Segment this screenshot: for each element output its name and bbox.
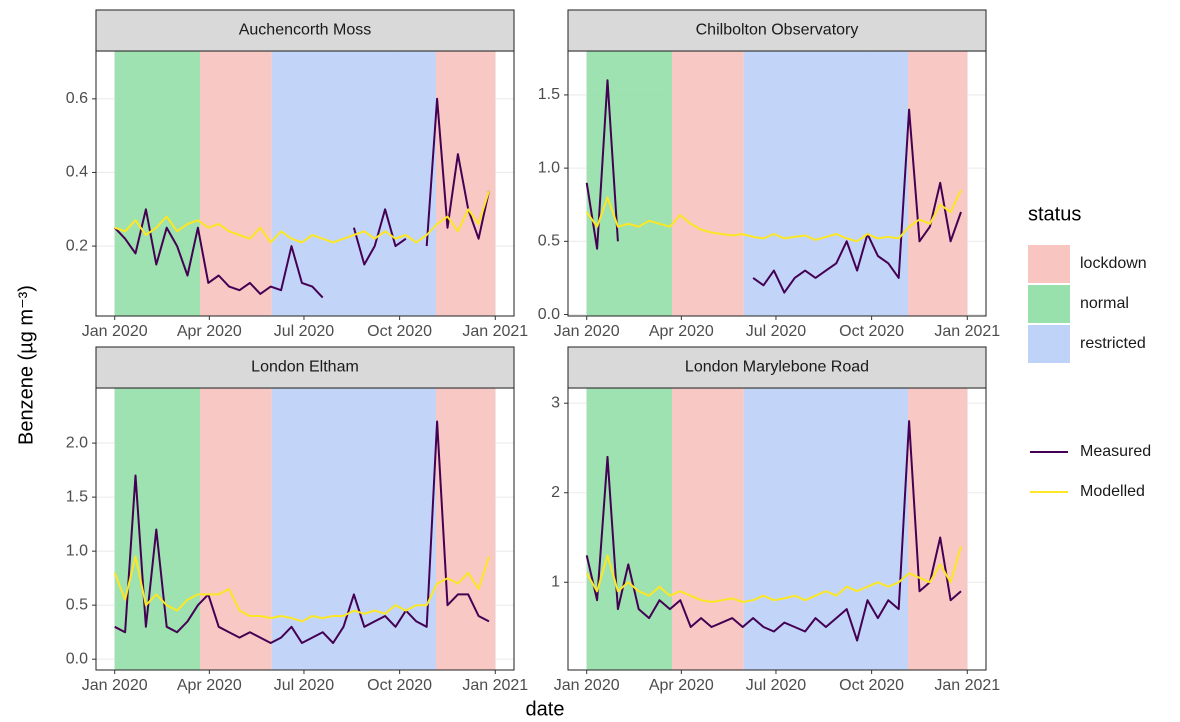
- strip-label: Chilbolton Observatory: [696, 22, 859, 39]
- y-tick-label: 2.0: [66, 434, 88, 451]
- status-band: [586, 51, 672, 316]
- status-band: [199, 388, 272, 670]
- x-tick-label: Oct 2020: [367, 677, 432, 694]
- series-line: [585, 546, 962, 603]
- status-band: [743, 388, 909, 670]
- x-tick-label: Apr 2020: [177, 323, 242, 340]
- status-band: [586, 388, 672, 670]
- status-band: [671, 51, 744, 316]
- legend-label: Measured: [1080, 443, 1151, 460]
- legend-swatch: [1028, 325, 1070, 363]
- x-tick-label: Oct 2020: [839, 677, 904, 694]
- status-band: [671, 388, 744, 670]
- legend-label: normal: [1080, 295, 1129, 312]
- y-tick-label: 0.4: [66, 164, 88, 181]
- strip-label: Auchencorth Moss: [239, 22, 372, 39]
- x-tick-label: Jan 2021: [462, 677, 528, 694]
- status-band: [271, 51, 437, 316]
- x-tick-label: Jul 2020: [274, 677, 335, 694]
- y-axis-label: Benzene (µg m⁻³): [15, 285, 37, 445]
- status-band: [199, 51, 272, 316]
- strip: [95, 9, 515, 52]
- series-line: [585, 79, 962, 294]
- legend-label: restricted: [1080, 335, 1146, 352]
- x-tick-label: Apr 2020: [177, 677, 242, 694]
- y-tick-label: 1: [551, 573, 560, 590]
- strip: [95, 346, 515, 389]
- x-tick-label: Apr 2020: [649, 323, 714, 340]
- x-tick-label: Jul 2020: [274, 323, 335, 340]
- y-tick-label: 0.5: [66, 596, 88, 613]
- x-tick-label: Jan 2020: [554, 323, 620, 340]
- status-band: [908, 388, 968, 670]
- series-line: [114, 420, 490, 644]
- y-tick-label: 0.0: [66, 650, 88, 667]
- y-tick-label: 0.0: [538, 306, 560, 323]
- status-band: [436, 388, 496, 670]
- strip-label: London Eltham: [251, 359, 359, 376]
- y-tick-label: 0.5: [538, 233, 560, 250]
- x-tick-label: Jan 2021: [462, 323, 528, 340]
- y-tick-label: 1.0: [538, 159, 560, 176]
- series-line: [113, 555, 490, 623]
- series-line: [585, 189, 962, 243]
- status-band: [908, 51, 968, 316]
- x-tick-label: Apr 2020: [649, 677, 714, 694]
- legend-title: status: [1028, 203, 1081, 225]
- x-tick-label: Jan 2020: [554, 677, 620, 694]
- x-axis-label: date: [526, 698, 565, 720]
- legend-swatch: [1028, 285, 1070, 323]
- x-tick-label: Oct 2020: [839, 323, 904, 340]
- strip: [567, 346, 987, 389]
- series-line: [585, 420, 962, 642]
- legend-swatch: [1028, 245, 1070, 283]
- y-tick-label: 1.0: [66, 542, 88, 559]
- legend-label: lockdown: [1080, 255, 1147, 272]
- x-tick-label: Jan 2020: [82, 323, 148, 340]
- x-tick-label: Oct 2020: [367, 323, 432, 340]
- x-tick-label: Jul 2020: [746, 323, 807, 340]
- x-tick-label: Jan 2021: [934, 323, 1000, 340]
- status-band: [271, 388, 437, 670]
- y-tick-label: 1.5: [538, 86, 560, 103]
- status-band: [743, 51, 909, 316]
- y-tick-label: 2: [551, 484, 560, 501]
- y-tick-label: 3: [551, 394, 560, 411]
- y-tick-label: 1.5: [66, 488, 88, 505]
- y-tick-label: 0.2: [66, 237, 88, 254]
- series-line: [113, 97, 490, 299]
- legend-label: Modelled: [1080, 483, 1145, 500]
- status-band: [114, 388, 200, 670]
- x-tick-label: Jan 2021: [934, 677, 1000, 694]
- series-line: [114, 190, 490, 244]
- strip-label: London Marylebone Road: [685, 359, 869, 376]
- status-band: [436, 51, 496, 316]
- x-tick-label: Jul 2020: [746, 677, 807, 694]
- y-tick-label: 0.6: [66, 90, 88, 107]
- strip: [567, 9, 987, 52]
- x-tick-label: Jan 2020: [82, 677, 148, 694]
